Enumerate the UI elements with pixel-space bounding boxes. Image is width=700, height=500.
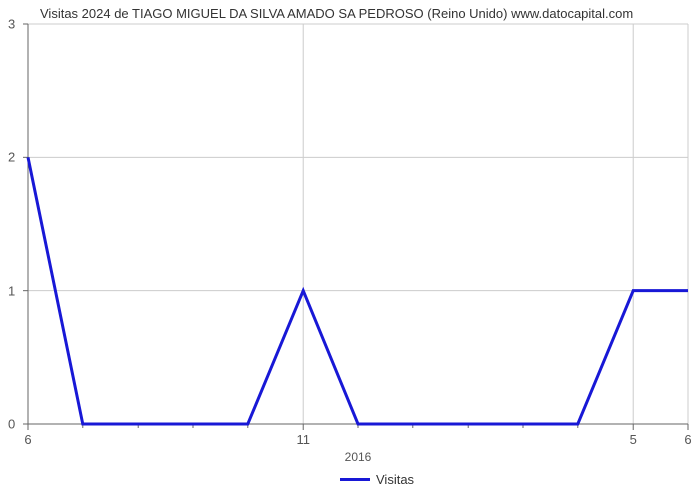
y-tick-label: 1	[8, 283, 15, 298]
x-tick-label: 11	[296, 432, 310, 447]
legend-label: Visitas	[376, 472, 414, 487]
x-tick-label: 6	[24, 432, 31, 447]
x-tick-label: 5	[630, 432, 637, 447]
legend: Visitas	[340, 472, 414, 487]
x-tick-label: 6	[684, 432, 691, 447]
legend-swatch	[340, 478, 370, 481]
plot-area	[0, 0, 700, 500]
y-tick-label: 0	[8, 417, 15, 432]
y-tick-label: 3	[8, 17, 15, 32]
y-tick-label: 2	[8, 150, 15, 165]
x-axis-year-label: 2016	[345, 450, 372, 464]
line-chart: Visitas 2024 de TIAGO MIGUEL DA SILVA AM…	[0, 0, 700, 500]
